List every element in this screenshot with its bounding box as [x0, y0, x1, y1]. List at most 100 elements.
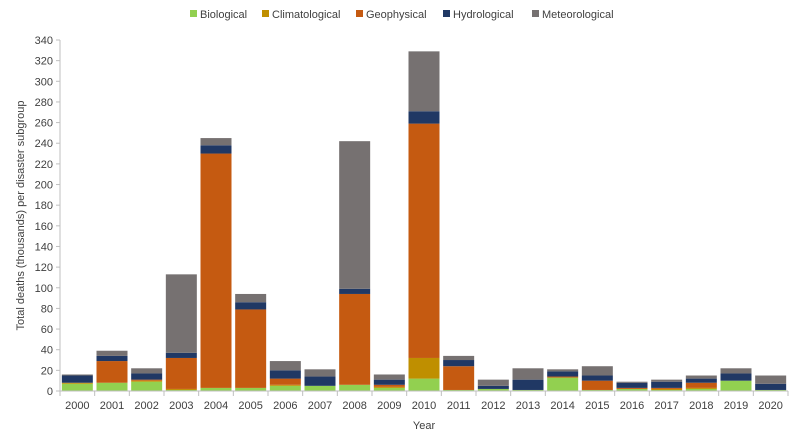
- bar-segment-meteorological-2006: [269, 361, 301, 371]
- bar-segment-geophysical-2017: [651, 387, 683, 389]
- y-axis-title: Total deaths (thousands) per disaster su…: [15, 101, 27, 331]
- bar-segment-hydrological-2018: [685, 378, 717, 383]
- x-tick-label: 2015: [585, 400, 609, 412]
- bar-segment-hydrological-2012: [477, 385, 509, 389]
- bar-segment-climatological-2000: [61, 382, 93, 384]
- bar-segment-biological-2004: [200, 387, 232, 391]
- legend-swatch-climatological: [262, 10, 269, 17]
- y-tick-label: 180: [35, 200, 53, 212]
- bar-segment-meteorological-2019: [720, 368, 752, 374]
- bar-segment-climatological-2006: [269, 384, 301, 386]
- x-tick-label: 2005: [238, 400, 262, 412]
- y-tick-label: 40: [41, 345, 53, 357]
- bar-segment-biological-2011: [443, 389, 475, 391]
- x-tick-label: 2008: [342, 400, 366, 412]
- axes: [59, 40, 788, 392]
- y-tick-label: 80: [41, 303, 53, 315]
- bar-segment-meteorological-2001: [96, 350, 128, 356]
- bar-segment-meteorological-2011: [443, 355, 475, 361]
- bar-segment-meteorological-2015: [581, 366, 613, 376]
- legend-label-biological: Biological: [200, 9, 247, 21]
- bar-segment-biological-2017: [651, 389, 683, 391]
- bar-segment-biological-2018: [685, 388, 717, 391]
- bar-segment-hydrological-2002: [131, 373, 163, 380]
- y-tick-label: 160: [35, 221, 53, 233]
- bar-segment-biological-2007: [304, 385, 336, 391]
- x-tick-label: 2010: [412, 400, 436, 412]
- bar-segment-geophysical-2011: [443, 366, 475, 390]
- bar-segment-meteorological-2004: [200, 138, 232, 146]
- y-tick-label: 320: [35, 56, 53, 68]
- bar-segment-meteorological-2002: [131, 368, 163, 374]
- bar-segment-hydrological-2008: [339, 288, 371, 294]
- y-tick-label: 100: [35, 283, 53, 295]
- bar-segment-biological-2010: [408, 378, 440, 391]
- bar-segment-hydrological-2001: [96, 355, 128, 362]
- bar-segment-biological-2005: [235, 387, 267, 391]
- bar-segment-hydrological-2010: [408, 111, 440, 124]
- x-tick-label: 2001: [100, 400, 124, 412]
- bar-segment-meteorological-2008: [339, 141, 371, 289]
- legend: Biological Climatological Geophysical Hydro…: [190, 9, 614, 21]
- y-tick-label: 140: [35, 241, 53, 253]
- bar-segment-geophysical-2004: [200, 153, 232, 388]
- y-tick-label: 60: [41, 324, 53, 336]
- bar-segment-hydrological-2019: [720, 373, 752, 381]
- x-tick-label: 2004: [204, 400, 228, 412]
- x-tick-label: 2013: [516, 400, 540, 412]
- y-tick-label: 120: [35, 262, 53, 274]
- bar-segment-hydrological-2015: [581, 375, 613, 381]
- bar-segment-geophysical-2008: [339, 293, 371, 385]
- bar-segment-geophysical-2009: [373, 384, 405, 387]
- bar-segment-hydrological-2017: [651, 381, 683, 388]
- bar-segment-meteorological-2020: [755, 375, 787, 384]
- y-tick-label: 340: [35, 35, 53, 47]
- bar-segment-climatological-2003: [165, 388, 197, 390]
- bar-segment-biological-2000: [61, 383, 93, 391]
- bar-segment-climatological-2010: [408, 357, 440, 379]
- x-tick-label: 2014: [550, 400, 574, 412]
- bar-segment-hydrological-2020: [755, 383, 787, 390]
- bar-segment-meteorological-2003: [165, 274, 197, 353]
- x-tick-label: 2019: [724, 400, 748, 412]
- bar-segment-geophysical-2018: [685, 382, 717, 388]
- x-tick-label: 2011: [447, 400, 471, 412]
- bar-segment-meteorological-2000: [61, 374, 93, 376]
- legend-label-geophysical: Geophysical: [366, 9, 427, 21]
- bar-segment-climatological-2017: [651, 388, 683, 390]
- x-tick-label: 2003: [169, 400, 193, 412]
- bar-segment-climatological-2009: [373, 386, 405, 388]
- y-tick-label: 200: [35, 180, 53, 192]
- y-tick-label: 240: [35, 138, 53, 150]
- legend-label-hydrological: Hydrological: [453, 9, 514, 21]
- bar-segment-geophysical-2002: [131, 379, 163, 381]
- legend-swatch-meteorological: [532, 10, 539, 17]
- bar-segment-hydrological-2005: [235, 302, 267, 310]
- bar-segment-hydrological-2009: [373, 379, 405, 385]
- bar-segment-meteorological-2014: [547, 369, 579, 372]
- bar-segment-biological-2013: [512, 389, 544, 391]
- bar-segment-geophysical-2006: [269, 378, 301, 385]
- bar-segment-biological-2012: [477, 388, 509, 391]
- x-axis-title: Year: [413, 420, 436, 432]
- x-tick-label: 2002: [134, 400, 158, 412]
- bar-segment-geophysical-2001: [96, 361, 128, 383]
- x-tick-label: 2016: [620, 400, 644, 412]
- y-tick-label: 300: [35, 76, 53, 88]
- x-axis-ticks: 2000 2001 2002 2003 2004 2005 2006 2007 2008 2009…: [59, 391, 789, 412]
- x-tick-label: 2009: [377, 400, 401, 412]
- y-tick-label: 0: [47, 386, 53, 398]
- x-tick-label: 2006: [273, 400, 297, 412]
- y-tick-label: 220: [35, 159, 53, 171]
- bar-segment-hydrological-2007: [304, 376, 336, 386]
- bar-segment-hydrological-2000: [61, 375, 93, 383]
- bar-segment-hydrological-2004: [200, 145, 232, 154]
- bar-segment-biological-2006: [269, 385, 301, 391]
- bar-segment-meteorological-2013: [512, 368, 544, 380]
- x-tick-label: 2020: [758, 400, 782, 412]
- bar-segment-biological-2009: [373, 387, 405, 391]
- x-tick-label: 2000: [65, 400, 89, 412]
- bars: [61, 51, 787, 391]
- bar-segment-meteorological-2005: [235, 293, 267, 303]
- bar-segment-geophysical-2016: [616, 387, 648, 389]
